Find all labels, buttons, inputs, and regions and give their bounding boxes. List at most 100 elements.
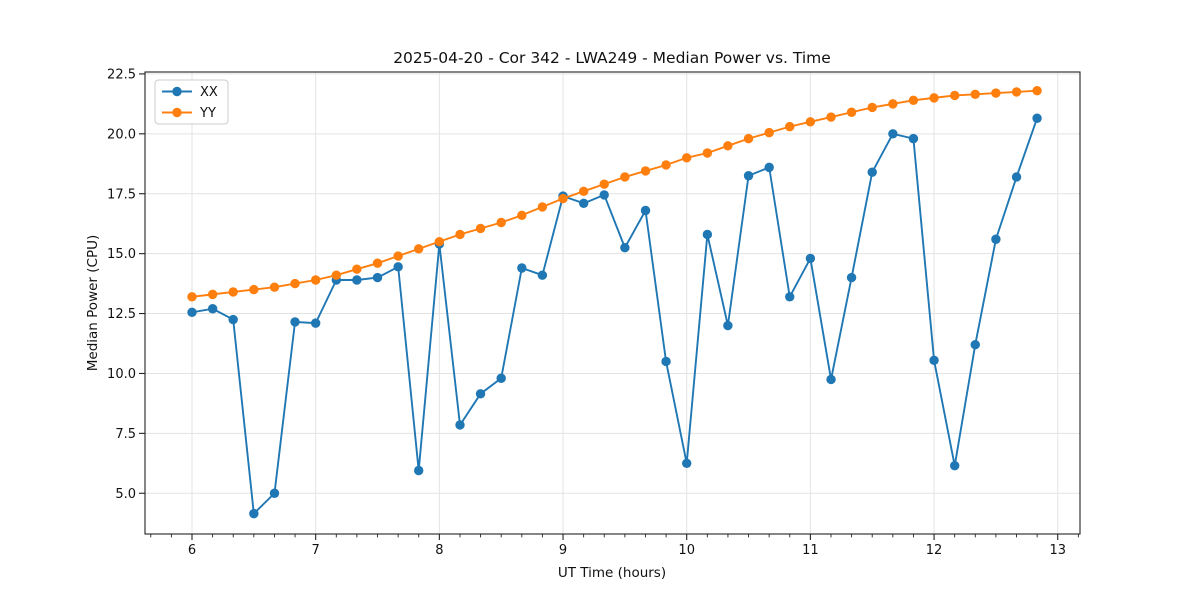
data-point	[517, 210, 527, 220]
axes: 6 7 8 9 10 11 12 13 5.0 7.5 10.0 12.5 15.0 17.5 20.0 22…	[107, 68, 1081, 558]
data-point	[970, 89, 980, 99]
grid-lines	[145, 72, 1080, 534]
x-tick-label: 8	[435, 543, 443, 558]
data-point	[537, 270, 548, 280]
x-tick-label: 13	[1049, 543, 1066, 558]
data-point	[228, 314, 238, 325]
data-point	[352, 275, 362, 285]
y-tick-label: 17.5	[107, 187, 136, 202]
data-point	[269, 282, 280, 292]
data-point	[785, 121, 795, 132]
data-point	[661, 160, 671, 170]
data-point	[764, 127, 774, 138]
data-point	[846, 107, 857, 117]
data-point	[228, 287, 238, 297]
data-point	[743, 171, 754, 181]
data-point	[599, 190, 609, 200]
data-point	[908, 133, 919, 144]
data-point	[888, 99, 898, 109]
y-axis-label: Median Power (CPU)	[85, 235, 101, 371]
y-tick-label: 7.5	[115, 427, 136, 442]
data-point	[826, 374, 836, 385]
x-tick-label: 12	[926, 543, 943, 558]
data-point	[867, 102, 877, 113]
data-point	[455, 420, 465, 430]
data-point	[867, 167, 877, 177]
data-point	[1032, 113, 1042, 123]
data-point	[599, 179, 609, 189]
data-point	[950, 461, 960, 471]
y-tick-label: 5.0	[115, 487, 136, 502]
data-point	[826, 112, 836, 122]
data-point	[372, 272, 383, 283]
data-point	[269, 488, 280, 498]
x-tick-label: 11	[802, 543, 819, 558]
data-point	[537, 202, 548, 212]
y-tick-label: 15.0	[107, 247, 136, 262]
data-point	[414, 244, 424, 254]
data-point	[578, 198, 589, 209]
data-point	[764, 162, 774, 173]
data-point	[290, 278, 300, 289]
data-series	[187, 85, 1042, 519]
x-tick-label: 6	[188, 543, 196, 558]
data-point	[352, 264, 362, 274]
data-point	[661, 356, 671, 367]
data-point	[187, 307, 197, 318]
data-point	[805, 253, 816, 264]
data-point	[207, 304, 218, 314]
x-tick-label: 9	[559, 543, 567, 558]
data-point	[723, 141, 733, 151]
data-point	[331, 270, 342, 280]
data-point	[393, 262, 403, 272]
legend-label: YY	[199, 106, 216, 121]
data-point	[640, 166, 651, 176]
series-line	[191, 117, 1038, 515]
data-point	[846, 272, 857, 283]
data-point	[434, 236, 445, 247]
data-point	[1011, 87, 1022, 97]
y-tick-label: 12.5	[107, 307, 136, 322]
x-axis-label: UT Time (hours)	[558, 565, 666, 581]
legend: XX YY	[154, 79, 229, 125]
data-point	[620, 242, 630, 253]
data-point	[805, 117, 816, 127]
data-point	[249, 284, 259, 295]
data-point	[702, 148, 713, 158]
data-point	[249, 508, 259, 519]
data-point	[682, 458, 692, 469]
legend-sample-marker	[172, 86, 182, 97]
data-point	[496, 373, 506, 383]
data-point	[702, 229, 713, 240]
x-tick-label: 10	[678, 543, 695, 558]
data-point	[929, 93, 939, 103]
data-point	[785, 292, 795, 302]
legend-sample-marker	[172, 107, 182, 118]
x-tick-label: 7	[312, 543, 320, 558]
data-point	[475, 389, 486, 399]
data-point	[517, 263, 527, 273]
data-point	[310, 275, 321, 285]
data-point	[929, 355, 939, 365]
data-point	[991, 234, 1001, 244]
data-point	[187, 292, 197, 302]
y-tick-label: 22.5	[107, 68, 136, 83]
data-point	[455, 229, 465, 240]
data-point	[578, 186, 589, 197]
data-point	[991, 88, 1001, 98]
data-point	[393, 251, 403, 261]
data-point	[475, 223, 486, 234]
data-point	[743, 133, 754, 144]
legend-label: XX	[200, 85, 218, 100]
plot-border	[144, 71, 1081, 535]
data-point	[950, 90, 960, 101]
data-point	[1011, 172, 1022, 182]
y-tick-label: 20.0	[107, 127, 136, 142]
data-point	[640, 205, 651, 216]
data-point	[620, 172, 630, 182]
data-point	[414, 465, 424, 476]
chart-title: 2025-04-20 - Cor 342 - LWA249 - Median P…	[393, 49, 831, 67]
data-point	[682, 153, 692, 163]
data-point	[970, 340, 980, 350]
